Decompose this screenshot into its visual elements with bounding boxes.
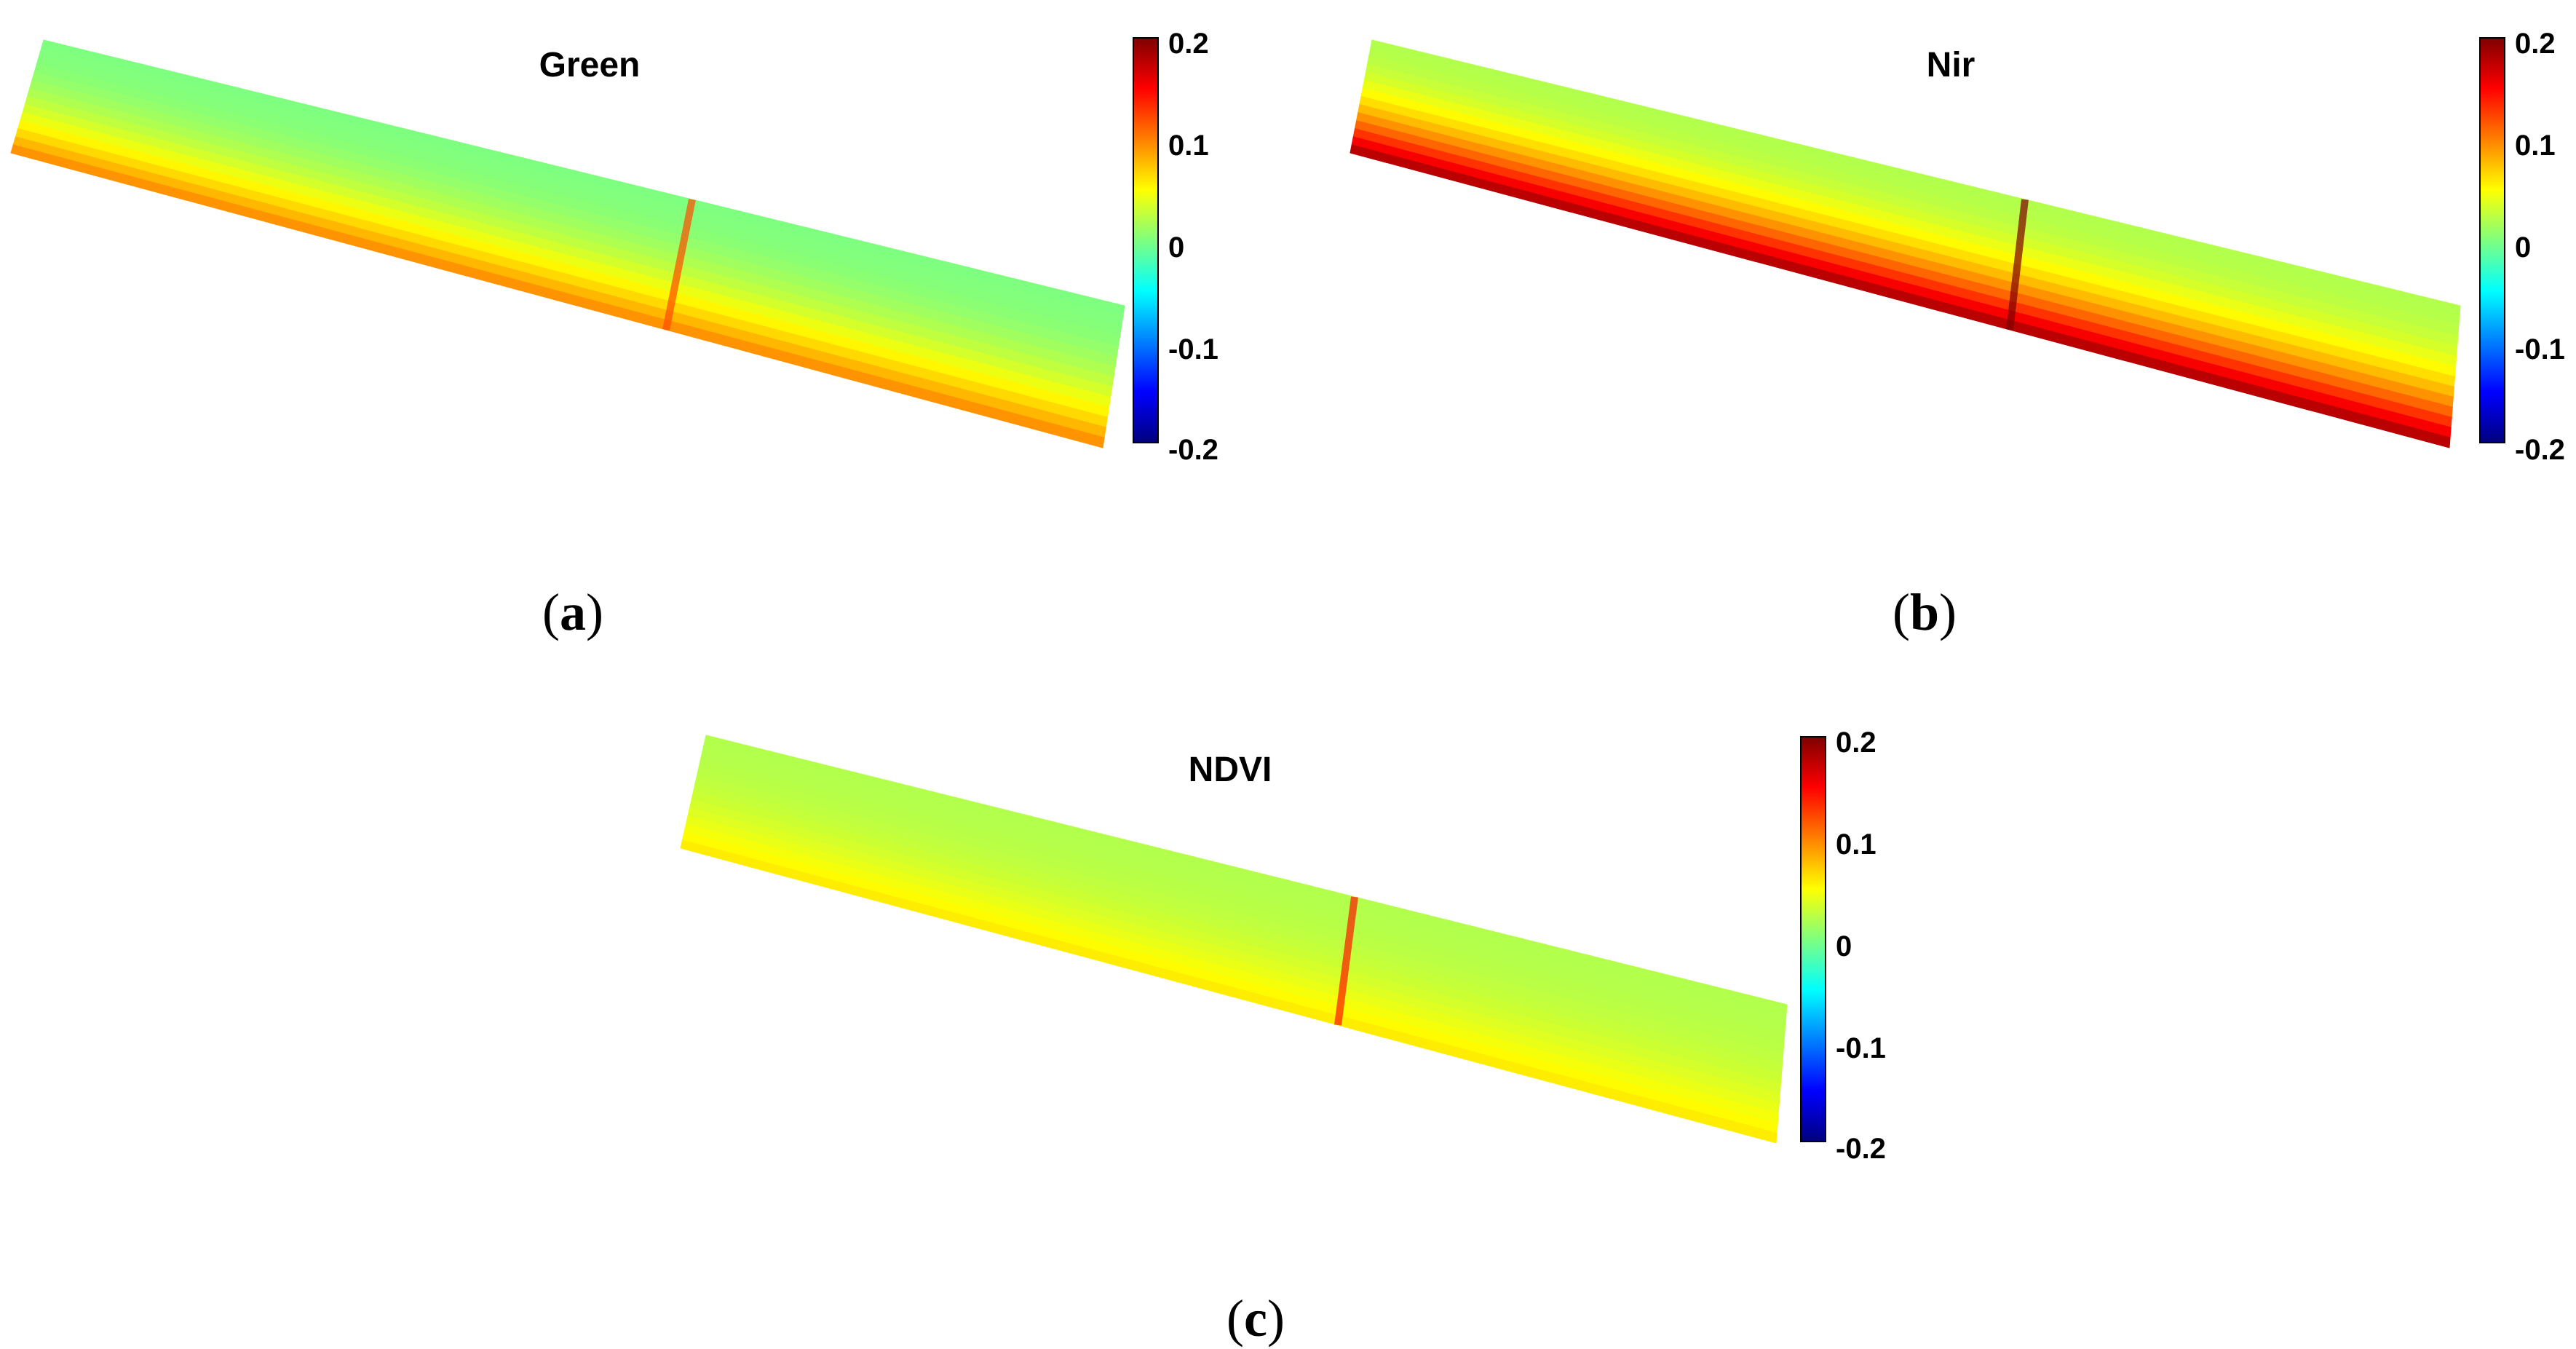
colorbar-gradient bbox=[1800, 736, 1826, 1142]
chart-title-nir: Nir bbox=[1926, 46, 1975, 84]
colorbar-ndvi bbox=[1800, 736, 1826, 1142]
colorbar-tick-label: -0.1 bbox=[1836, 1032, 1886, 1064]
colorbar-tick-label: 0 bbox=[1836, 930, 1852, 962]
panel-caption-a: (a) bbox=[542, 583, 603, 641]
colorbar-tick-label: 0 bbox=[2515, 232, 2532, 264]
panel-caption-b: (b) bbox=[1893, 583, 1957, 641]
heatmap-band bbox=[26, 87, 1116, 378]
heatmap-band bbox=[20, 112, 1111, 408]
heatmap-seam bbox=[1334, 896, 1358, 1026]
heatmap-band bbox=[691, 791, 1783, 1085]
colorbar-tick-label: -0.2 bbox=[1168, 434, 1218, 466]
colorbar-tick-label: 0.1 bbox=[1836, 828, 1876, 861]
heatmap-band bbox=[1365, 63, 2459, 347]
colorbar-tick-label: 0.2 bbox=[2515, 28, 2556, 60]
colorbar-tick-label: 0 bbox=[1168, 232, 1185, 264]
panel-caption-c: (c) bbox=[1226, 1289, 1285, 1348]
colorbar-tick-label: -0.1 bbox=[2515, 333, 2565, 365]
panel-nir: Nir 0.2 0.1 0 -0.1 -0.2 (b) bbox=[1339, 0, 2576, 655]
heatmap-band bbox=[1355, 112, 2454, 408]
heatmap-green bbox=[10, 39, 1125, 448]
colorbar-tick-label: 0.2 bbox=[1836, 727, 1876, 759]
heatmap-seam bbox=[662, 199, 696, 331]
heatmap-band bbox=[10, 144, 1105, 448]
heatmap-band bbox=[680, 839, 1778, 1144]
colorbar-tick-label: -0.1 bbox=[1168, 333, 1218, 365]
heatmap-band bbox=[1358, 103, 2454, 397]
heatmap-band bbox=[31, 71, 1119, 357]
heatmap-band bbox=[698, 759, 1786, 1045]
heatmap-band bbox=[1363, 71, 2458, 357]
heatmap-band bbox=[689, 799, 1781, 1094]
colorbar-nir bbox=[2479, 37, 2505, 443]
heatmap-seam bbox=[2006, 199, 2029, 331]
colorbar-tick-label: -0.2 bbox=[2515, 434, 2565, 466]
panel-green: Green 0.2 0.1 0 -0.1 -0.2 (a) bbox=[0, 0, 1288, 655]
heatmap-band bbox=[1360, 87, 2457, 378]
heatmap-band bbox=[692, 783, 1783, 1075]
heatmap-band bbox=[22, 103, 1113, 397]
heatmap-band bbox=[29, 79, 1117, 368]
heatmap-nir bbox=[1350, 39, 2461, 448]
heatmap-band bbox=[696, 767, 1785, 1055]
colorbar-gradient bbox=[1133, 37, 1159, 443]
colorbar-tick-label: -0.2 bbox=[1836, 1133, 1886, 1165]
heatmap-band bbox=[1350, 144, 2451, 448]
colorbar-green bbox=[1133, 37, 1159, 443]
heatmap-band bbox=[694, 775, 1784, 1065]
colorbar-gradient bbox=[2479, 37, 2505, 443]
colorbar-tick-label: 0.1 bbox=[2515, 130, 2556, 162]
heatmap-band bbox=[687, 807, 1780, 1104]
chart-title-green: Green bbox=[539, 46, 641, 84]
heatmap-band bbox=[1362, 79, 2457, 368]
colorbar-tick-label: 0.1 bbox=[1168, 130, 1209, 162]
chart-title-ndvi: NDVI bbox=[1188, 751, 1272, 789]
panel-ndvi: NDVI 0.2 0.1 0 -0.1 -0.2 (c) bbox=[655, 692, 1893, 1348]
heatmap-band bbox=[1359, 95, 2456, 388]
heatmap-band bbox=[24, 95, 1114, 388]
colorbar-tick-label: 0.2 bbox=[1168, 28, 1209, 60]
heatmap-ndvi bbox=[680, 735, 1788, 1144]
